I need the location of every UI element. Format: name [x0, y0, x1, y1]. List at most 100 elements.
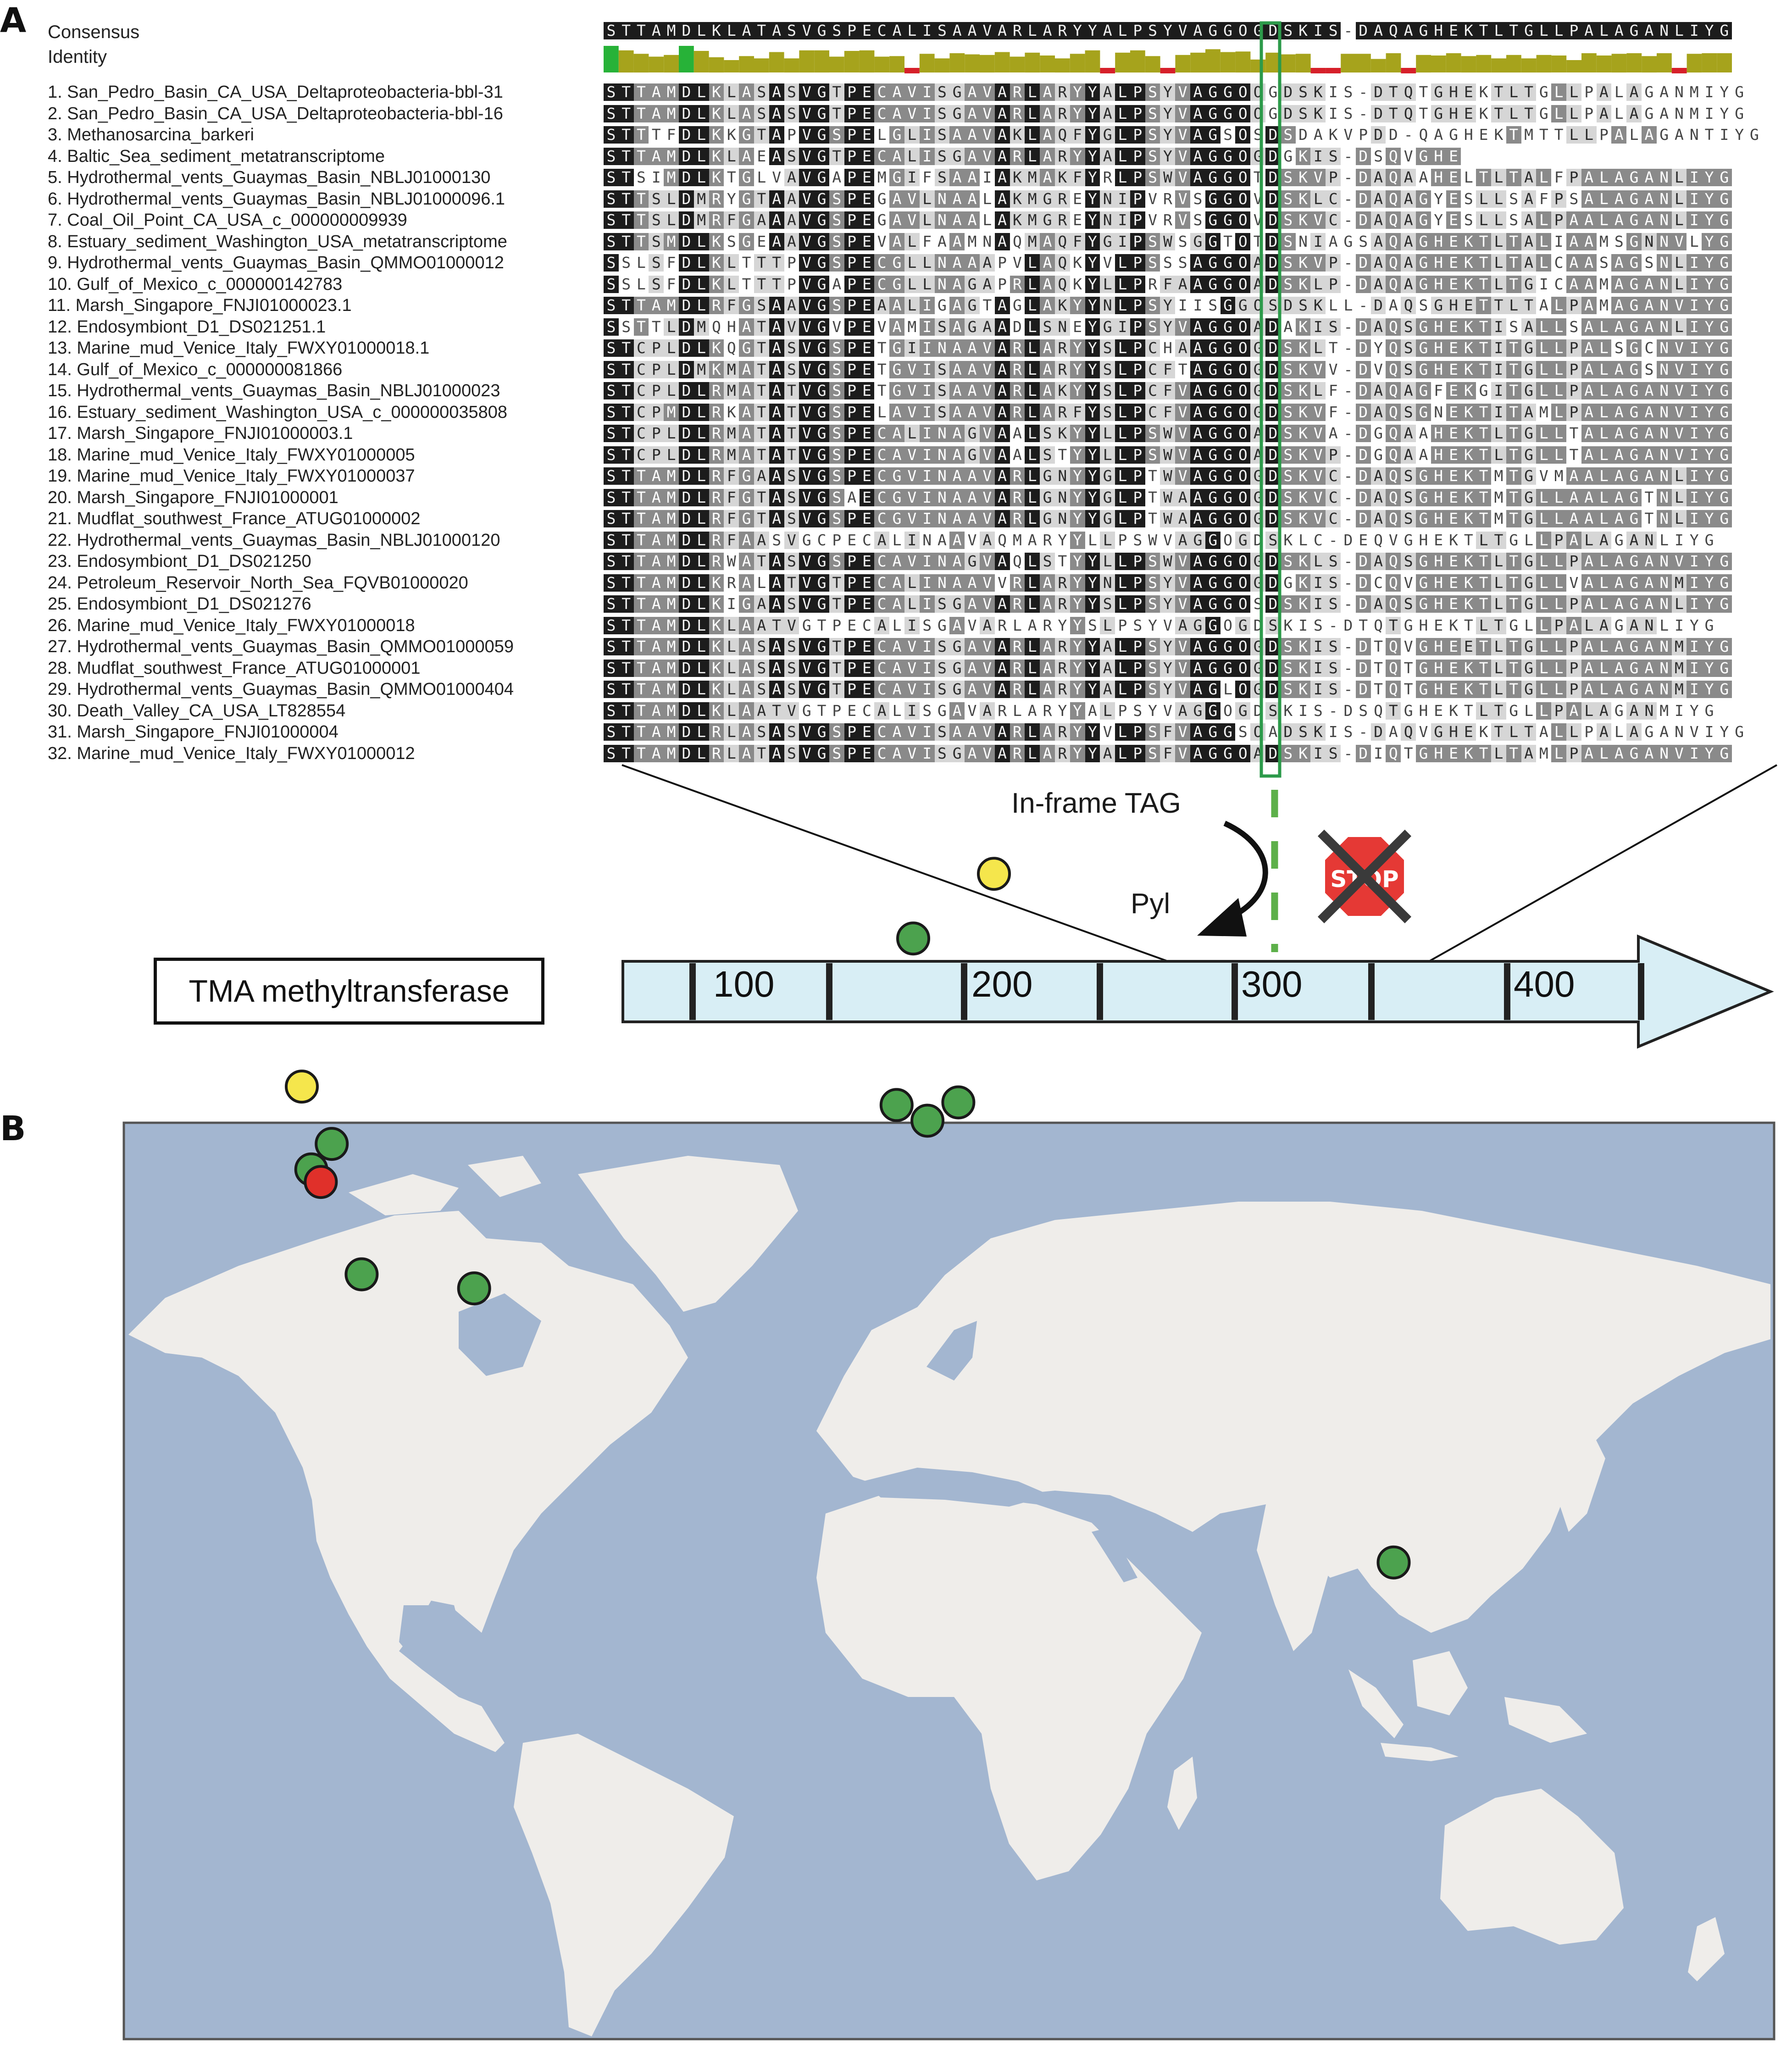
residue: A — [784, 190, 799, 208]
residue: N — [1656, 681, 1672, 698]
residue: F — [724, 488, 739, 506]
residue: G — [739, 488, 754, 506]
residue: A — [1641, 126, 1657, 144]
residue: - — [1341, 425, 1356, 442]
residue: C — [1326, 467, 1341, 485]
residue: G — [1220, 190, 1236, 208]
residue: C — [874, 254, 890, 272]
residue: V — [1671, 360, 1687, 378]
residue: V — [874, 233, 890, 250]
residue: L — [1596, 211, 1612, 229]
residue: C — [874, 659, 890, 677]
residue: D — [678, 233, 694, 250]
consensus-residue: I — [1687, 22, 1702, 39]
residue: G — [1626, 403, 1642, 421]
residue: G — [1536, 105, 1552, 122]
residue: L — [1536, 659, 1552, 677]
residue: A — [949, 190, 965, 208]
residue: H — [1446, 105, 1461, 122]
residue: S — [754, 83, 769, 101]
residue: D — [1265, 467, 1281, 485]
residue: L — [1025, 83, 1040, 101]
residue: D — [1355, 425, 1371, 442]
residue: D — [1355, 275, 1371, 293]
residue: G — [1100, 488, 1115, 506]
residue: A — [739, 531, 754, 549]
residue: T — [633, 126, 649, 144]
consensus-residue: V — [979, 22, 995, 39]
residue: A — [1100, 638, 1115, 655]
residue: G — [1716, 638, 1732, 655]
residue: F — [1160, 723, 1176, 741]
ruler-label-300: 300 — [1241, 964, 1303, 1004]
residue: Q — [1386, 318, 1401, 336]
residue: A — [949, 233, 965, 250]
residue: T — [1506, 553, 1521, 570]
residue: C — [874, 467, 890, 485]
residue: C — [874, 574, 890, 592]
residue: D — [1341, 531, 1356, 549]
residue: T — [633, 190, 649, 208]
residue: A — [994, 360, 1010, 378]
identity-bar-segment — [724, 60, 739, 72]
consensus-residue: S — [604, 22, 619, 39]
residue: A — [649, 553, 664, 570]
residue: I — [1687, 275, 1702, 293]
residue: P — [844, 510, 860, 527]
residue: L — [1551, 744, 1566, 762]
residue: I — [1702, 83, 1717, 101]
identity-bar-segment — [1281, 54, 1296, 72]
residue: L — [693, 702, 709, 720]
consensus-residue: S — [1280, 22, 1296, 39]
residue: A — [889, 723, 904, 741]
residue: A — [784, 169, 799, 186]
residue: L — [633, 275, 649, 293]
residue: P — [994, 275, 1010, 293]
residue: A — [1401, 211, 1416, 229]
protein-arrow — [621, 934, 1774, 1049]
residue: S — [1566, 318, 1581, 336]
residue: T — [1476, 488, 1492, 506]
residue: A — [949, 723, 965, 741]
identity-bar-segment — [1130, 50, 1145, 73]
residue: S — [919, 616, 935, 634]
residue: S — [1280, 382, 1296, 399]
residue: Y — [1702, 488, 1717, 506]
residue: A — [1401, 190, 1416, 208]
residue: A — [889, 681, 904, 698]
residue: D — [1295, 126, 1311, 144]
residue: K — [1295, 595, 1311, 613]
residue: A — [649, 681, 664, 698]
residue: D — [1265, 211, 1281, 229]
residue: F — [1326, 382, 1341, 399]
ruler-tick — [1097, 963, 1103, 1020]
residue: G — [1190, 531, 1205, 549]
residue: L — [693, 382, 709, 399]
residue: - — [1341, 488, 1356, 506]
residue: W — [1160, 233, 1176, 250]
residue: F — [1070, 403, 1085, 421]
residue: V — [799, 467, 815, 485]
residue: G — [814, 254, 829, 272]
identity-bar-segment — [1341, 54, 1356, 73]
residue: T — [1491, 105, 1506, 122]
residue: S — [649, 275, 664, 293]
residue: A — [1265, 723, 1281, 741]
residue: E — [1446, 382, 1461, 399]
residue: Q — [1401, 723, 1416, 741]
residue: V — [979, 553, 995, 570]
residue: A — [769, 297, 784, 314]
residue: S — [829, 723, 844, 741]
residue: O — [1235, 275, 1251, 293]
residue: R — [1054, 83, 1070, 101]
residue: L — [1025, 574, 1040, 592]
residue: V — [1370, 360, 1386, 378]
residue: S — [1401, 510, 1416, 527]
residue: M — [693, 211, 709, 229]
identity-bar-segment — [965, 54, 980, 72]
residue: S — [1145, 425, 1160, 442]
residue: R — [1040, 702, 1055, 720]
residue: D — [1265, 638, 1281, 655]
